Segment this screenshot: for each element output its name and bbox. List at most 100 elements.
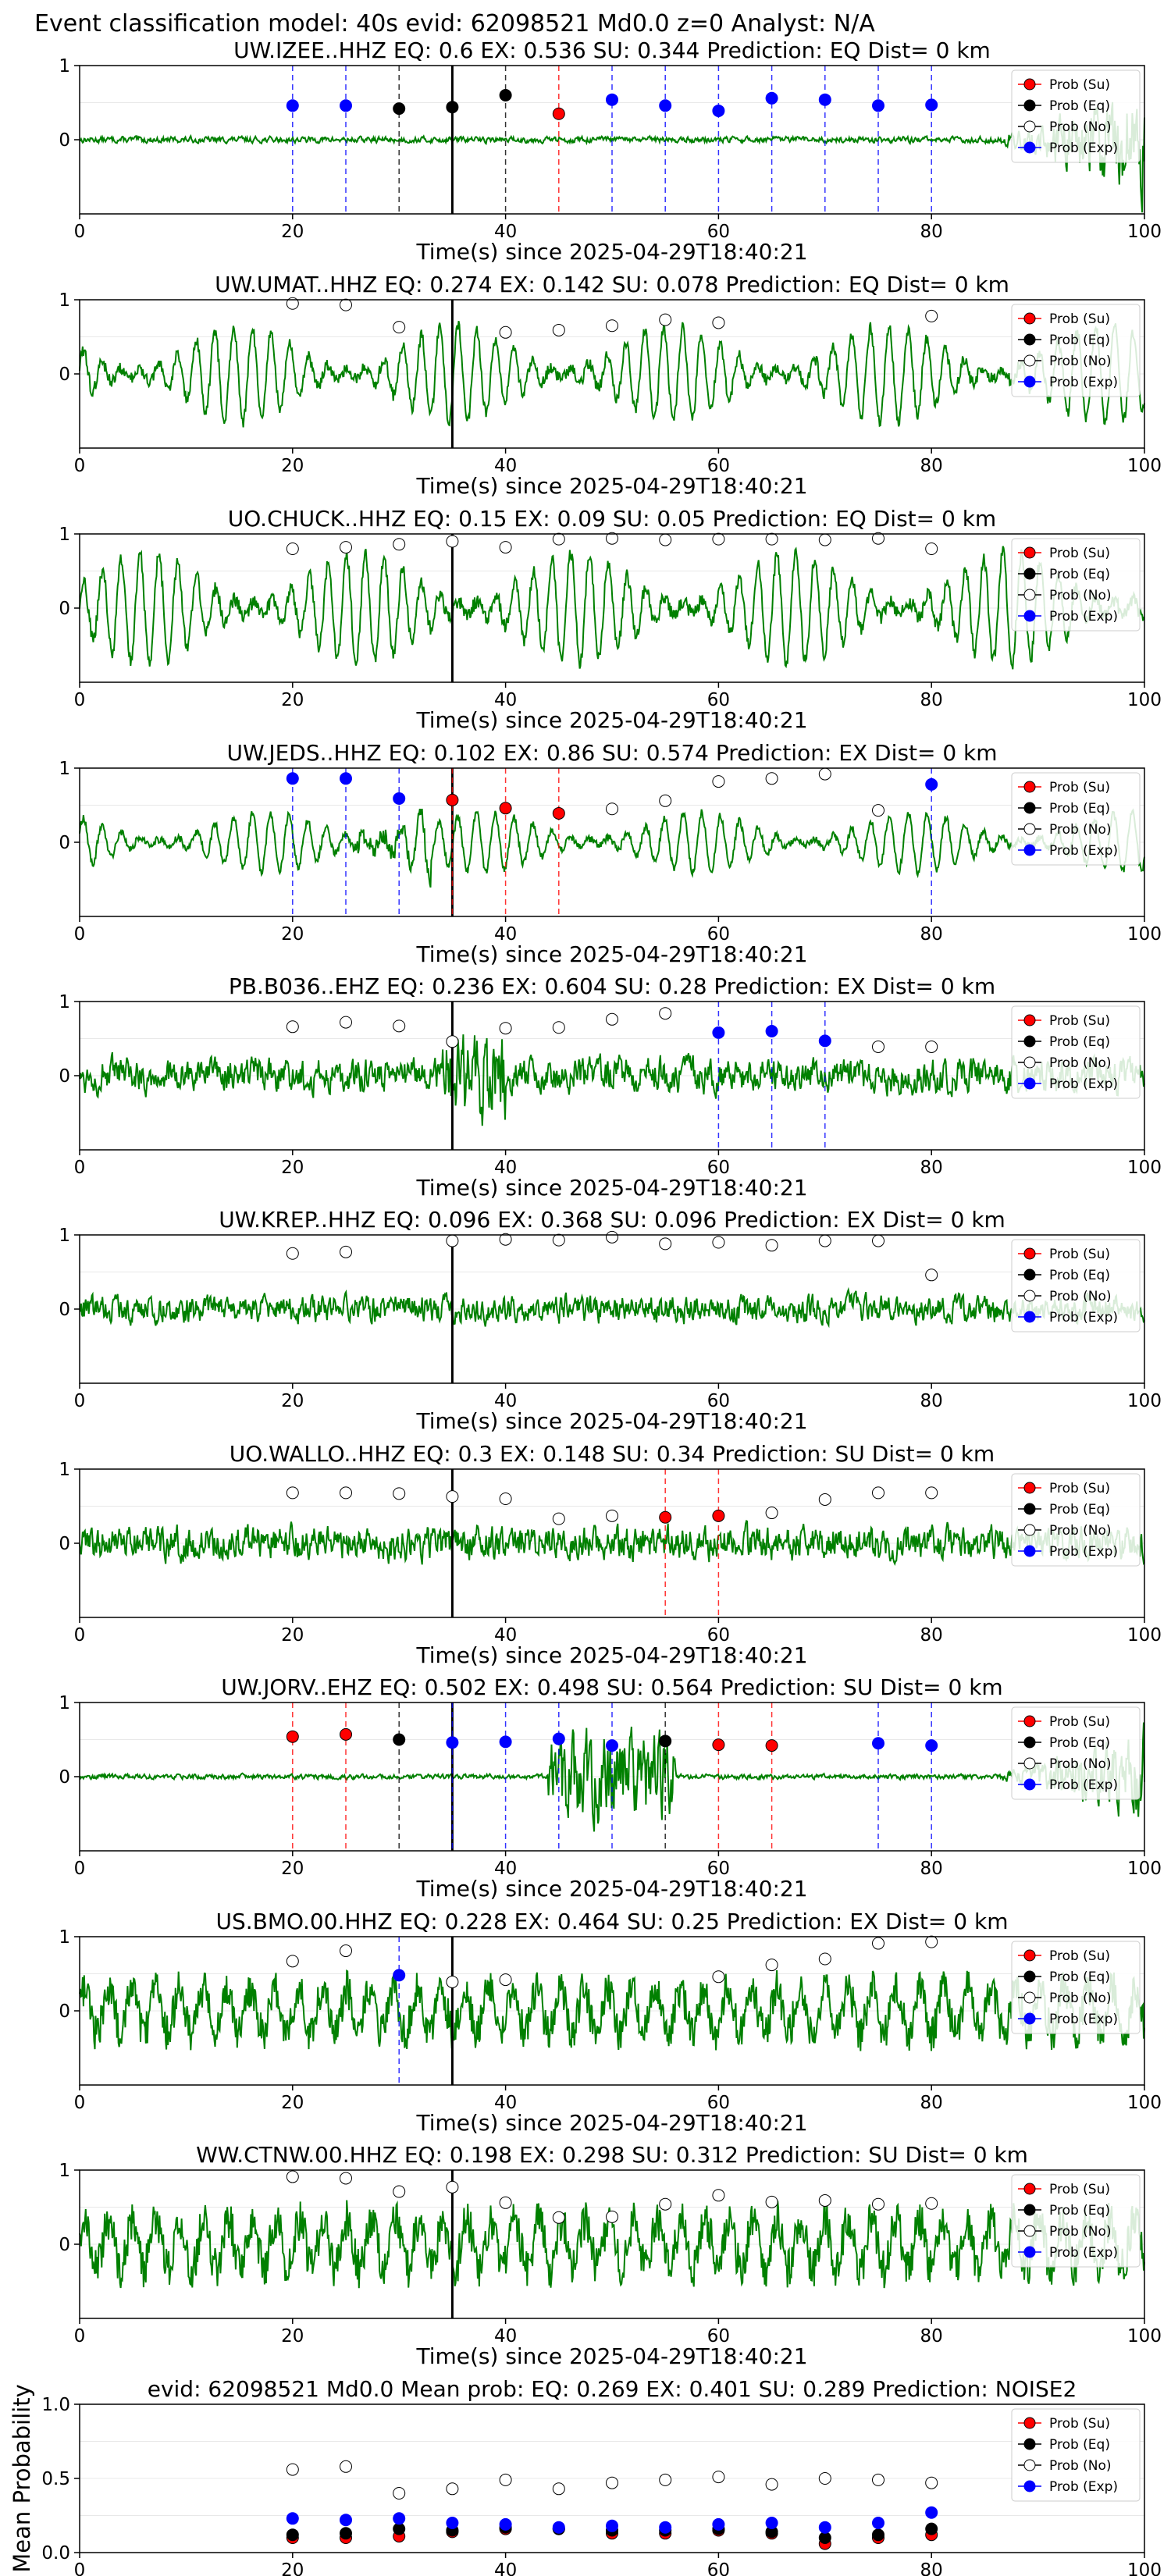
panel-uw-jeds--hhz: UW.JEDS..HHZ EQ: 0.102 EX: 0.86 SU: 0.57… (59, 740, 1162, 967)
x-tick-label: 80 (920, 924, 943, 945)
mean-prob-marker-eq (925, 2522, 938, 2535)
prob-marker-no (818, 1493, 831, 1506)
legend-label: Prob (Exp) (1049, 1544, 1118, 1560)
panel-title: evid: 62098521 Md0.0 Mean prob: EQ: 0.26… (148, 2376, 1077, 2402)
prob-marker-no (340, 298, 352, 311)
prob-marker-no (340, 1245, 352, 1258)
legend-marker (1023, 354, 1036, 367)
prob-marker-no (925, 1486, 938, 1500)
prob-marker-su (712, 1509, 725, 1522)
prob-marker-no (765, 2195, 778, 2208)
legend-label: Prob (No) (1049, 2224, 1112, 2240)
x-tick-label: 0 (74, 456, 86, 476)
legend-label: Prob (No) (1049, 1991, 1112, 2006)
prob-marker-no (606, 1230, 618, 1244)
x-axis-label: Time(s) since 2025-04-29T18:40:21 (415, 1408, 807, 1434)
y-tick-label: 1 (59, 1927, 70, 1948)
prob-marker-exp (925, 98, 938, 112)
legend-marker (1023, 1715, 1036, 1727)
prob-marker-no (818, 1952, 831, 1966)
x-tick-label: 80 (920, 2093, 943, 2113)
panel-title: UW.JORV..EHZ EQ: 0.502 EX: 0.498 SU: 0.5… (221, 1674, 1002, 1700)
prob-marker-su (446, 793, 459, 806)
prob-marker-exp (872, 1737, 884, 1750)
y-tick-label: 0.0 (41, 2543, 70, 2564)
legend-marker (1023, 2246, 1036, 2258)
legend-label: Prob (Exp) (1049, 2245, 1118, 2261)
prob-marker-no (340, 2172, 352, 2185)
prob-marker-exp (925, 1739, 938, 1752)
mean-prob-marker-eq (393, 2522, 406, 2535)
legend-marker (1023, 802, 1036, 814)
legend-marker (1023, 1949, 1036, 1962)
prob-marker-no (818, 1234, 831, 1247)
mean-prob-marker-no (659, 2473, 672, 2486)
legend-marker (1023, 78, 1036, 91)
panel-uw-jorv--ehz: UW.JORV..EHZ EQ: 0.502 EX: 0.498 SU: 0.5… (59, 1674, 1162, 1902)
legend-marker (1023, 2183, 1036, 2195)
legend-marker (1023, 312, 1036, 325)
legend-marker (1023, 546, 1036, 559)
x-tick-label: 20 (281, 1391, 304, 1411)
legend-marker (1023, 1290, 1036, 1302)
panel-ww-ctnw-00-hhz: WW.CTNW.00.HHZ EQ: 0.198 EX: 0.298 SU: 0… (59, 2142, 1162, 2369)
y-tick-label: 1 (59, 2161, 70, 2181)
panel-title: US.BMO.00.HHZ EQ: 0.228 EX: 0.464 SU: 0.… (216, 1909, 1009, 1934)
x-axis-label: Time(s) since 2025-04-29T18:40:21 (415, 1876, 807, 1902)
prob-marker-no (712, 2189, 725, 2202)
prob-marker-no (765, 1239, 778, 1252)
y-tick-label: 1 (59, 759, 70, 779)
x-tick-label: 80 (920, 456, 943, 476)
legend-marker (1023, 610, 1036, 622)
prob-marker-no (659, 533, 672, 546)
legend-marker (1023, 844, 1036, 856)
y-tick-label: 0 (59, 1066, 70, 1087)
x-tick-label: 100 (1127, 1859, 1162, 1879)
prob-marker-no (286, 543, 299, 555)
waveform-trace (79, 320, 1145, 428)
prob-marker-no (499, 326, 512, 339)
prob-marker-su (499, 802, 512, 815)
prob-marker-no (712, 316, 725, 329)
prob-marker-no (765, 772, 778, 785)
x-tick-label: 80 (920, 1391, 943, 1411)
legend-marker (1023, 375, 1036, 388)
prob-marker-su (552, 806, 565, 820)
x-tick-label: 100 (1127, 924, 1162, 945)
prob-marker-no (872, 1040, 884, 1053)
prob-marker-no (925, 1040, 938, 1053)
prob-marker-exp (286, 772, 299, 785)
prob-marker-exp (712, 104, 725, 117)
x-tick-label: 40 (494, 222, 517, 242)
legend-box (1011, 1005, 1141, 1099)
panel-title: UW.KREP..HHZ EQ: 0.096 EX: 0.368 SU: 0.0… (219, 1207, 1005, 1233)
y-tick-label: 0 (59, 599, 70, 619)
prob-marker-no (606, 802, 618, 816)
legend-label: Prob (Eq) (1049, 1034, 1110, 1050)
mean-prob-marker-no (818, 2472, 831, 2485)
x-tick-label: 60 (707, 456, 730, 476)
x-tick-label: 80 (920, 690, 943, 710)
legend-box (1011, 538, 1141, 632)
x-tick-label: 0 (74, 2093, 86, 2113)
prob-marker-exp (765, 91, 778, 105)
prob-marker-no (340, 1944, 352, 1958)
y-tick-label: 0 (59, 130, 70, 151)
x-tick-label: 20 (281, 1625, 304, 1646)
prob-marker-su (286, 1730, 299, 1743)
prob-marker-exp (606, 93, 618, 106)
x-tick-label: 40 (494, 1859, 517, 1879)
prob-marker-no (606, 2210, 618, 2223)
prob-marker-exp (340, 99, 352, 112)
mean-prob-marker-exp (606, 2519, 618, 2532)
legend-label: Prob (Eq) (1049, 333, 1110, 348)
waveform-trace (79, 808, 1145, 888)
prob-marker-no (872, 804, 884, 817)
x-axis-label: Time(s) since 2025-04-29T18:40:21 (415, 1642, 807, 1668)
y-tick-label: 1 (59, 1460, 70, 1480)
waveform-trace (79, 1034, 1145, 1126)
x-axis-label: Time(s) since 2025-04-29T18:40:21 (415, 2110, 807, 2136)
legend-marker (1023, 1247, 1036, 1260)
prob-marker-su (552, 107, 565, 120)
prob-marker-no (393, 2185, 406, 2198)
